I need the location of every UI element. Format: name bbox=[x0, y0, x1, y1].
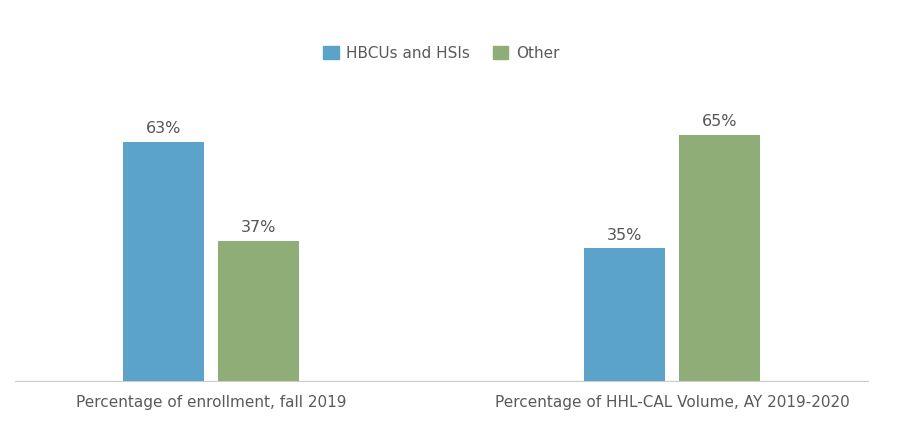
Text: 63%: 63% bbox=[146, 122, 182, 136]
Text: 65%: 65% bbox=[701, 114, 737, 129]
Legend: HBCUs and HSIs, Other: HBCUs and HSIs, Other bbox=[318, 40, 565, 67]
Text: 37%: 37% bbox=[240, 220, 276, 235]
Bar bbox=[584, 248, 665, 381]
Bar bbox=[218, 241, 299, 381]
Bar bbox=[679, 135, 760, 381]
Text: 35%: 35% bbox=[607, 228, 643, 243]
Bar bbox=[123, 142, 204, 381]
